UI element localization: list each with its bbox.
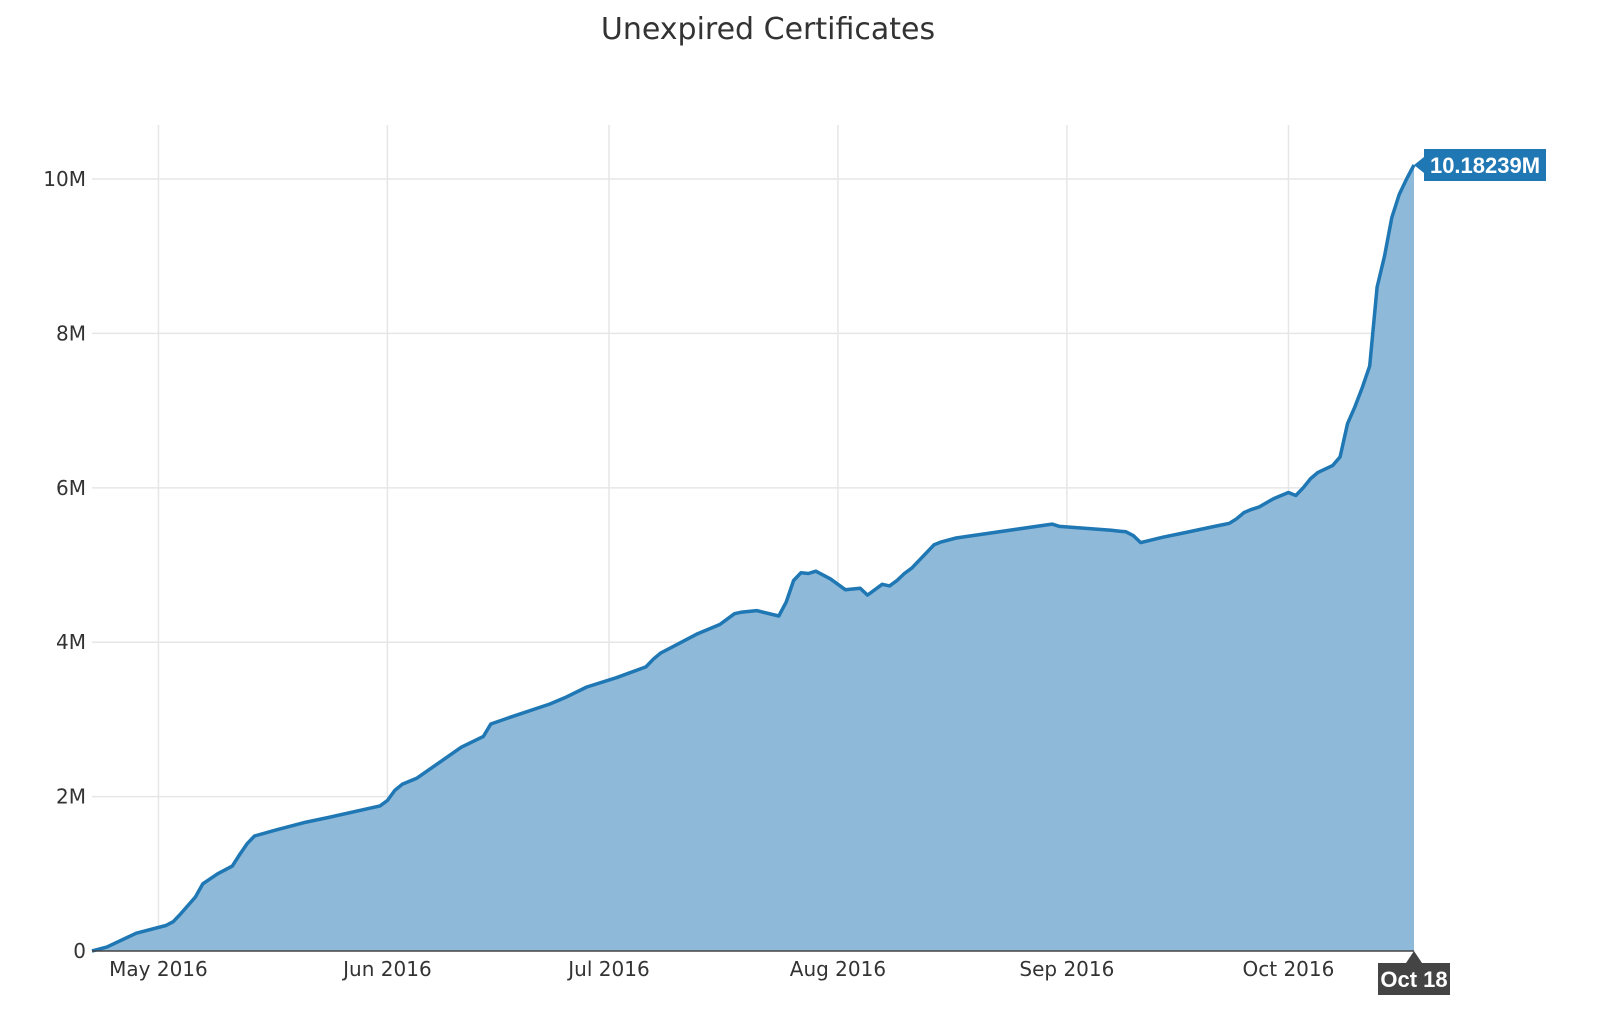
series-line[interactable] bbox=[91, 164, 1416, 953]
series-area-fill bbox=[92, 165, 1414, 951]
y-tick-label: 8M bbox=[56, 321, 86, 345]
hover-value-label: 10.18239M bbox=[1414, 148, 1546, 181]
x-tick-label: Jun 2016 bbox=[341, 957, 432, 981]
x-tick-label: Aug 2016 bbox=[790, 957, 886, 981]
x-tick-label: Jul 2016 bbox=[566, 957, 649, 981]
y-tick-label: 10M bbox=[43, 167, 86, 191]
hover-date-label-bg bbox=[1378, 951, 1450, 995]
y-tick-label: 6M bbox=[56, 476, 86, 500]
y-axis-ticks: 0 2M 4M 6M 8M 10M bbox=[43, 167, 86, 963]
hover-date-label: Oct 18 bbox=[1378, 951, 1450, 995]
y-tick-label: 0 bbox=[73, 939, 86, 963]
x-tick-label: Oct 2016 bbox=[1243, 957, 1335, 981]
x-axis-ticks: May 2016 Jun 2016 Jul 2016 Aug 2016 Sep 2016… bbox=[109, 957, 1334, 981]
hover-value-label-bg bbox=[1414, 148, 1546, 181]
y-tick-label: 2M bbox=[56, 785, 86, 809]
y-tick-label: 4M bbox=[56, 630, 86, 654]
hover-date-text: Oct 18 bbox=[1380, 967, 1447, 992]
x-tick-label: May 2016 bbox=[109, 957, 208, 981]
hover-value-text: 10.18239M bbox=[1430, 153, 1540, 178]
chart-title: Unexpired Certificates bbox=[600, 12, 936, 47]
x-tick-label: Sep 2016 bbox=[1019, 957, 1114, 981]
